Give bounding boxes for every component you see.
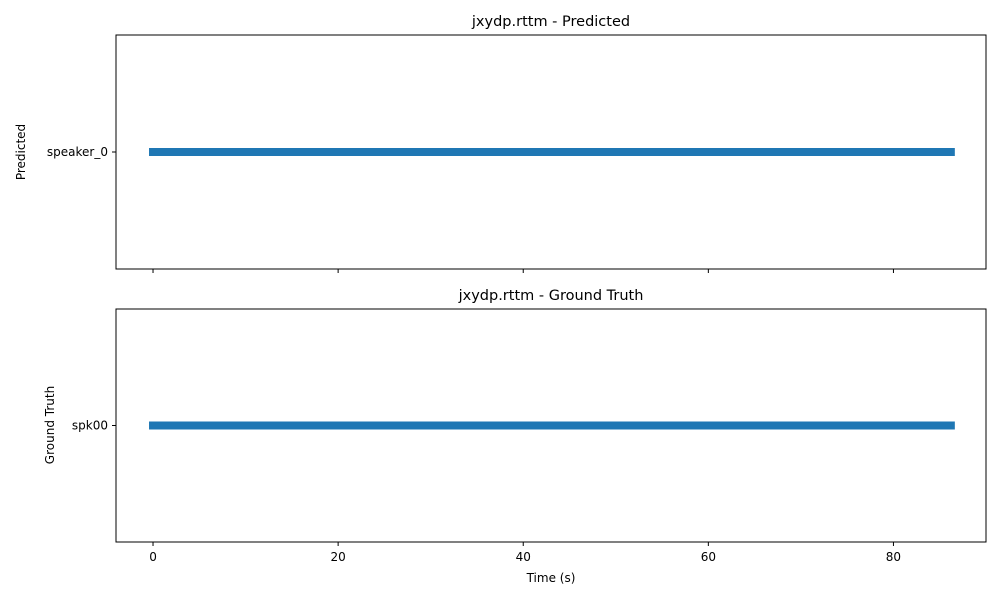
ground-truth-x-tick-label: 80: [886, 550, 901, 564]
ground-truth-segments: [149, 421, 955, 430]
ground-truth-x-tick-label: 60: [701, 550, 716, 564]
ground-truth-segment: [149, 421, 955, 430]
predicted-segments: [149, 148, 955, 156]
ground-truth-x-tick-label: 0: [149, 550, 157, 564]
x-axis-label: Time (s): [526, 571, 576, 585]
ground-truth-x-ticks: 0 20 40 60 80: [149, 542, 901, 564]
predicted-panel: jxydp.rttm - Predicted Predicted speaker…: [14, 14, 987, 273]
ground-truth-y-axis-label: Ground Truth: [43, 386, 57, 464]
predicted-y-tick-label: speaker_0: [47, 145, 108, 159]
ground-truth-x-tick-label: 20: [330, 550, 345, 564]
ground-truth-title: jxydp.rttm - Ground Truth: [458, 288, 644, 304]
ground-truth-panel: jxydp.rttm - Ground Truth Ground Truth T…: [43, 288, 987, 585]
predicted-segment: [149, 148, 955, 156]
ground-truth-x-tick-label: 40: [516, 550, 531, 564]
ground-truth-y-ticks: spk00: [72, 419, 116, 433]
predicted-x-ticks: [152, 269, 894, 273]
predicted-y-ticks: speaker_0: [47, 145, 116, 159]
predicted-title: jxydp.rttm - Predicted: [471, 14, 630, 30]
predicted-y-axis-label: Predicted: [14, 124, 28, 180]
ground-truth-y-tick-label: spk00: [72, 419, 108, 433]
